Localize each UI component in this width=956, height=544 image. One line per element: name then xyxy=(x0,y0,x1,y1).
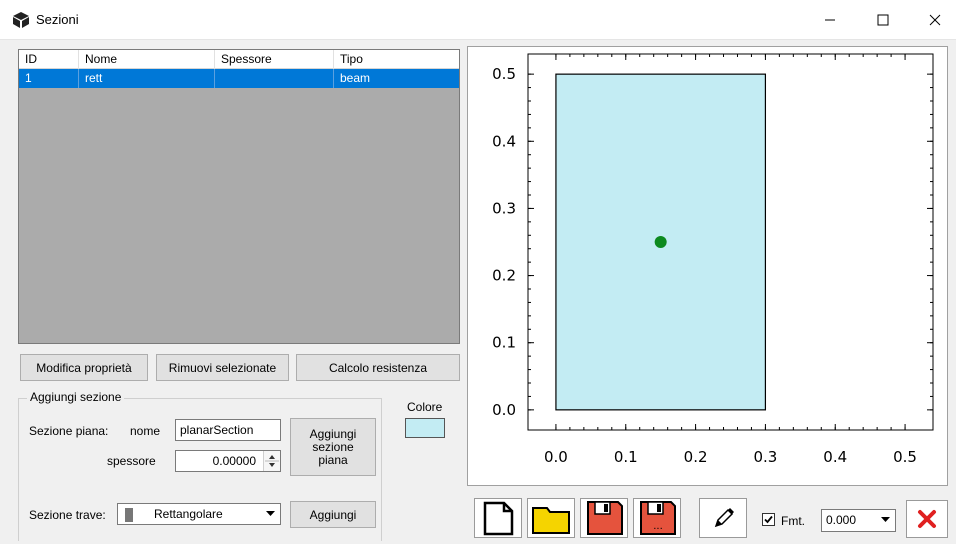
x-tick-label: 0.3 xyxy=(753,448,777,466)
checkmark-icon xyxy=(764,515,773,524)
beam-section-label: Sezione trave: xyxy=(29,508,106,522)
column-header-id[interactable]: ID xyxy=(19,50,79,69)
y-tick-label: 0.5 xyxy=(492,65,516,83)
x-tick-label: 0.5 xyxy=(893,448,917,466)
color-swatch[interactable] xyxy=(405,418,445,438)
minimize-icon xyxy=(825,19,835,21)
save-as-button[interactable]: ... xyxy=(633,498,681,538)
cell-nome: rett xyxy=(79,69,215,88)
thickness-value: 0.00000 xyxy=(212,454,256,468)
x-tick-label: 0.2 xyxy=(684,448,708,466)
name-label: nome xyxy=(130,424,161,438)
maximize-icon xyxy=(877,14,889,26)
save-button[interactable] xyxy=(580,498,628,538)
pencil-icon xyxy=(714,508,734,528)
beam-type-select[interactable]: Rettangolare xyxy=(117,503,281,525)
column-header-tipo[interactable]: Tipo xyxy=(340,52,363,66)
fmt-select[interactable]: 0.000 xyxy=(821,509,896,532)
x-tick-label: 0.4 xyxy=(823,448,847,466)
list-header: ID Nome Spessore Tipo xyxy=(19,50,459,69)
dropdown-arrow[interactable] xyxy=(262,506,278,522)
calc-resistance-button[interactable]: Calcolo resistenza xyxy=(296,354,460,381)
remove-selected-button[interactable]: Rimuovi selezionate xyxy=(156,354,289,381)
planar-section-label: Sezione piana: xyxy=(29,424,109,438)
add-planar-section-button[interactable]: Aggiungi sezione piana xyxy=(290,418,376,476)
fmt-label: Fmt. xyxy=(781,514,805,528)
x-tick-label: 0.1 xyxy=(614,448,638,466)
spin-arrows[interactable] xyxy=(263,451,280,471)
folder-icon xyxy=(532,507,570,534)
delete-x-icon xyxy=(918,510,936,528)
save-as-icon: ... xyxy=(640,501,676,535)
name-input-value: planarSection xyxy=(180,423,254,437)
window-title: Sezioni xyxy=(36,12,79,27)
thickness-label: spessore xyxy=(107,454,156,468)
cell-tipo: beam xyxy=(340,71,371,85)
column-header-spessore[interactable]: Spessore xyxy=(215,50,334,69)
close-button[interactable] xyxy=(912,0,956,40)
name-input[interactable]: planarSection xyxy=(175,419,281,441)
svg-text:...: ... xyxy=(653,521,663,532)
column-header-nome[interactable]: Nome xyxy=(79,50,215,69)
edit-button[interactable] xyxy=(699,498,747,538)
add-section-group: Aggiungi sezione xyxy=(18,390,382,541)
y-tick-label: 0.1 xyxy=(492,334,516,352)
delete-button[interactable] xyxy=(906,500,948,538)
y-tick-label: 0.4 xyxy=(492,132,516,150)
cell-id: 1 xyxy=(19,69,79,88)
fmt-checkbox[interactable] xyxy=(762,513,775,526)
chevron-down-icon xyxy=(880,517,890,522)
section-plot-panel[interactable]: 0.0 0.0 0.1 0.1 0.2 0.2 0.3 0.3 0.4 0.4 0.5 0.5 xyxy=(467,46,948,486)
plot-frame xyxy=(527,53,934,431)
cell-spessore xyxy=(215,69,334,88)
fmt-value: 0.000 xyxy=(826,513,857,527)
save-icon xyxy=(587,501,623,535)
open-folder-button[interactable] xyxy=(527,498,575,538)
color-label: Colore xyxy=(407,400,443,414)
new-file-icon xyxy=(483,501,514,536)
chevron-down-icon xyxy=(265,511,275,516)
centroid-point xyxy=(654,236,667,248)
spin-up-down-icon xyxy=(265,455,279,467)
group-title: Aggiungi sezione xyxy=(27,390,125,404)
add-button[interactable]: Aggiungi xyxy=(290,501,376,528)
modify-properties-button[interactable]: Modifica proprietà xyxy=(20,354,148,381)
thickness-spinner[interactable]: 0.00000 xyxy=(175,450,281,472)
maximize-button[interactable] xyxy=(860,0,906,40)
y-tick-label: 0.3 xyxy=(492,199,516,217)
section-plot[interactable]: 0.0 0.0 0.1 0.1 0.2 0.2 0.3 0.3 0.4 0.4 0.5 0.5 xyxy=(468,47,947,485)
minimize-button[interactable] xyxy=(807,0,853,40)
title-bar: Sezioni xyxy=(0,0,956,40)
x-tick-label: 0.0 xyxy=(544,448,568,466)
rectangle-section-icon xyxy=(125,508,133,522)
cube-icon xyxy=(13,12,29,28)
table-row[interactable]: 1 rett beam xyxy=(19,69,459,88)
y-tick-label: 0.2 xyxy=(492,267,516,285)
beam-type-value: Rettangolare xyxy=(154,507,223,521)
new-file-button[interactable] xyxy=(474,498,522,538)
sections-list[interactable]: ID Nome Spessore Tipo 1 rett beam xyxy=(18,49,460,344)
y-tick-label: 0.0 xyxy=(492,401,516,419)
close-icon xyxy=(929,14,941,26)
fmt-dropdown-arrow[interactable] xyxy=(877,512,893,528)
